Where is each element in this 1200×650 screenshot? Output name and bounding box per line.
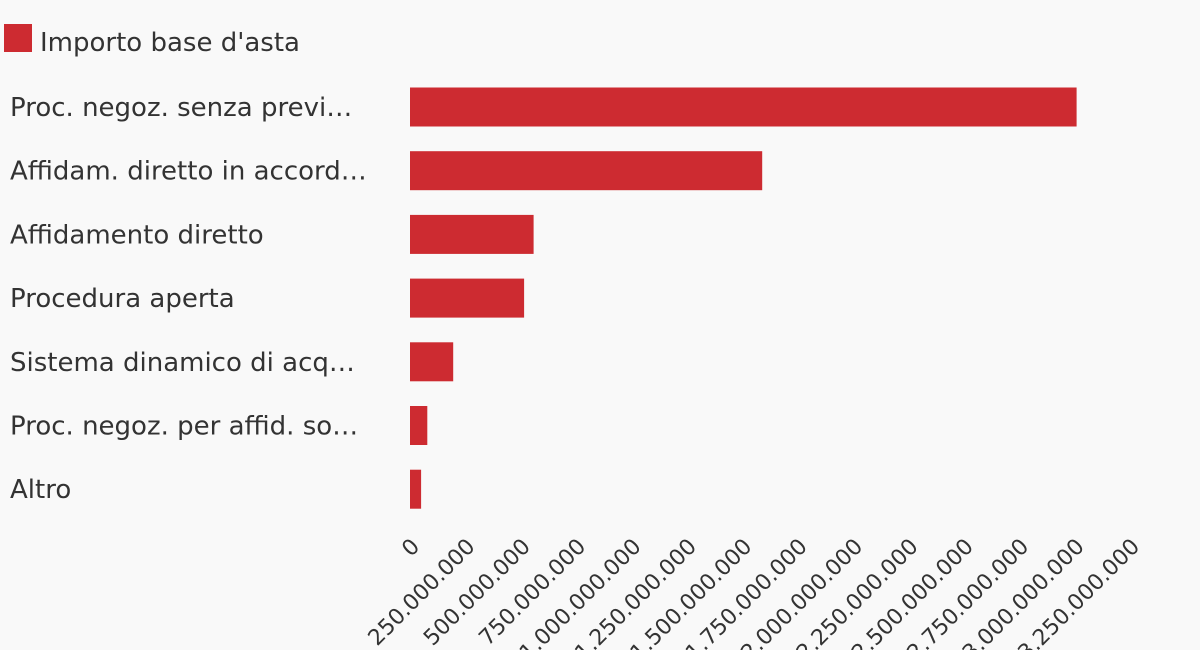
- bar-4[interactable]: [410, 342, 454, 382]
- bar-3[interactable]: [410, 278, 525, 318]
- bar-5[interactable]: [410, 406, 428, 445]
- x-tick-label-0: 0: [397, 534, 425, 562]
- bar-6[interactable]: [410, 469, 422, 509]
- category-label-4: Sistema dinamico di acq…: [10, 348, 355, 378]
- bar-0[interactable]: [410, 87, 1077, 127]
- legend-swatch[interactable]: [4, 24, 32, 52]
- legend[interactable]: Importo base d'asta: [4, 24, 300, 58]
- value-axis: 0250.000.000500.000.000750.000.0001.000.…: [364, 534, 1145, 650]
- bars: [410, 87, 1077, 509]
- category-label-0: Proc. negoz. senza previ…: [10, 93, 352, 123]
- category-label-2: Affidamento diretto: [10, 220, 264, 250]
- category-label-5: Proc. negoz. per affid. so…: [10, 412, 358, 442]
- bar-1[interactable]: [410, 151, 763, 191]
- category-label-6: Altro: [10, 475, 71, 505]
- category-axis: Proc. negoz. senza previ… Affidam. dirett…: [10, 93, 367, 505]
- category-label-3: Procedura aperta: [10, 284, 235, 314]
- bar-2[interactable]: [410, 214, 534, 254]
- legend-label[interactable]: Importo base d'asta: [40, 28, 300, 58]
- category-label-1: Affidam. diretto in accord…: [10, 157, 367, 187]
